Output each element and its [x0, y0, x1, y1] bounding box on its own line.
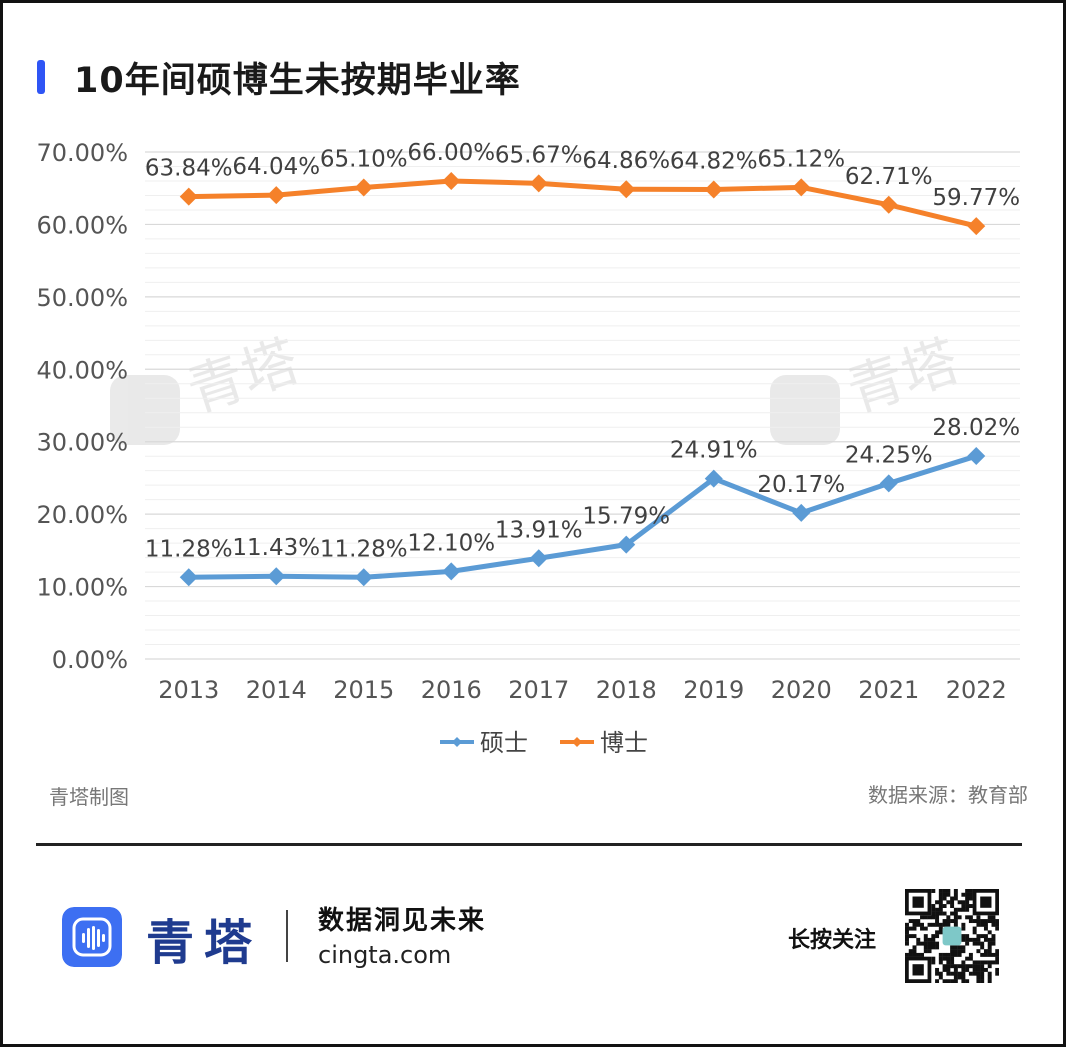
data-source: 数据来源：教育部 [868, 783, 1028, 807]
x-tick-label: 2022 [946, 676, 1007, 704]
data-point [267, 186, 286, 205]
data-point [179, 187, 198, 206]
x-tick-label: 2013 [158, 676, 219, 704]
data-point [529, 549, 548, 568]
x-tick-label: 2017 [508, 676, 569, 704]
data-label: 59.77% [932, 185, 1020, 211]
data-label: 65.67% [495, 142, 583, 168]
footer-divider [36, 843, 1022, 846]
data-point [792, 178, 811, 197]
line-chart: 青塔 青塔 0.00% 10.00% 20.00% 30.00% 40.00% 50.00% 6… [36, 139, 1020, 757]
data-point [704, 469, 723, 488]
brand-name: 青塔 [146, 915, 263, 971]
y-tick-label: 40.00% [36, 356, 128, 384]
x-tick-label: 2018 [596, 676, 657, 704]
sound-wave-icon [62, 907, 122, 967]
legend-marker [452, 737, 462, 747]
x-tick-label: 2015 [333, 676, 394, 704]
data-point [879, 474, 898, 493]
brand-slogan: 数据洞见未来 [318, 906, 487, 936]
data-point [442, 171, 461, 190]
data-label: 24.25% [845, 442, 933, 468]
x-tick-label: 2020 [771, 676, 832, 704]
y-tick-label: 0.00% [52, 646, 128, 674]
title-accent-bar [37, 60, 45, 94]
y-tick-label: 70.00% [36, 139, 128, 167]
data-point [617, 535, 636, 554]
data-label: 24.91% [670, 438, 758, 464]
data-point [354, 178, 373, 197]
data-label: 65.12% [757, 146, 845, 172]
data-point [529, 174, 548, 193]
data-label: 64.04% [232, 154, 320, 180]
data-point [617, 180, 636, 199]
y-tick-label: 60.00% [36, 211, 128, 239]
data-point [442, 562, 461, 581]
watermark-text: 青塔 [840, 329, 967, 425]
chart-credit: 青塔制图 [49, 785, 129, 809]
data-label: 28.02% [932, 415, 1020, 441]
data-label: 63.84% [145, 156, 233, 182]
data-label: 66.00% [407, 140, 495, 166]
data-point [879, 195, 898, 214]
data-point [967, 447, 986, 466]
data-point [354, 568, 373, 587]
series-line-1 [188, 453, 977, 580]
y-tick-label: 30.00% [36, 429, 128, 457]
series-line-2 [188, 178, 977, 229]
x-tick-label: 2019 [683, 676, 744, 704]
brand-domain[interactable]: cingta.com [318, 941, 452, 969]
x-tick-label: 2016 [421, 676, 482, 704]
watermark-logo-icon [770, 375, 840, 445]
y-tick-label: 20.00% [36, 501, 128, 529]
data-label: 11.28% [320, 536, 408, 562]
data-label: 62.71% [845, 164, 933, 190]
legend-marker [572, 737, 582, 747]
data-point [267, 567, 286, 586]
data-label: 64.86% [582, 148, 670, 174]
data-label: 11.28% [145, 536, 233, 562]
data-point [792, 503, 811, 522]
legend-label: 博士 [600, 729, 648, 757]
data-label: 15.79% [582, 504, 670, 530]
brand-separator [286, 910, 288, 962]
qr-code-icon[interactable] [905, 889, 999, 983]
data-label: 20.17% [757, 472, 845, 498]
legend-label: 硕士 [480, 729, 528, 757]
y-tick-label: 50.00% [36, 284, 128, 312]
data-point [967, 217, 986, 236]
chart-title: 10年间硕博生未按期毕业率 [74, 61, 521, 101]
x-tick-label: 2021 [858, 676, 919, 704]
data-label: 11.43% [232, 535, 320, 561]
follow-label: 长按关注 [788, 928, 877, 953]
x-tick-label: 2014 [246, 676, 307, 704]
watermark-text: 青塔 [180, 329, 307, 425]
data-label: 65.10% [320, 146, 408, 172]
data-label: 64.82% [670, 149, 758, 175]
y-tick-label: 10.00% [36, 574, 128, 602]
data-point [704, 180, 723, 199]
data-label: 12.10% [407, 530, 495, 556]
data-label: 13.91% [495, 517, 583, 543]
data-point [179, 568, 198, 587]
